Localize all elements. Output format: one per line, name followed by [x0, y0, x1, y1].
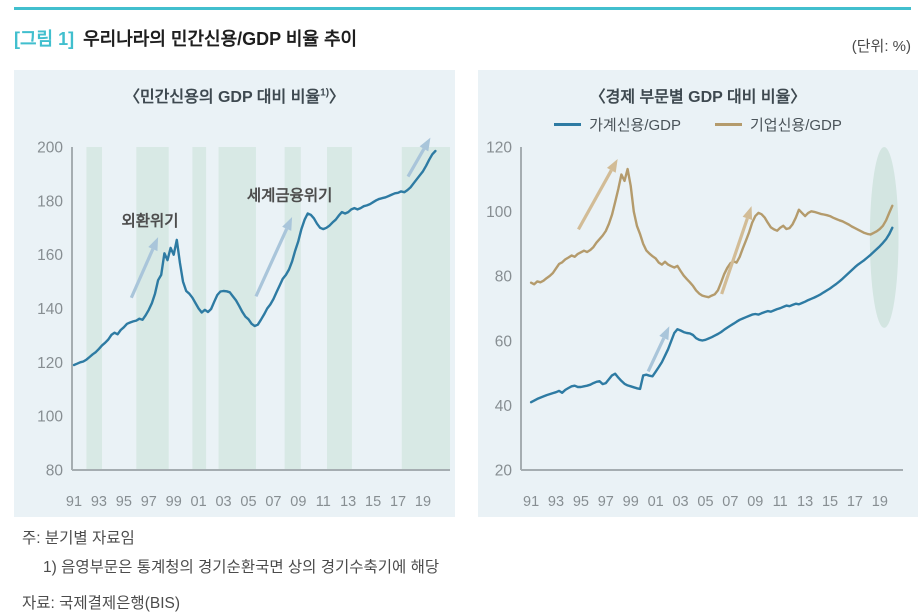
highlight-ellipse	[869, 147, 899, 328]
sector-credit-panel: 20 40 60 80 100 120 91 93 95 97 99 01 03 05 07 09 11 13 15…	[478, 70, 918, 517]
x-tick-label: 91	[66, 494, 82, 510]
annotation-arrow-head	[419, 137, 431, 152]
x-tick-label: 97	[141, 494, 157, 510]
x-tick-label: 99	[166, 494, 182, 510]
legend-label-household: 가계신용/GDP	[589, 117, 681, 134]
x-tick-label: 03	[672, 494, 688, 510]
y-tick-label: 40	[495, 398, 513, 415]
recession-band	[86, 147, 103, 470]
y-tick-label: 120	[486, 140, 512, 157]
series-line-private-credit	[72, 149, 437, 367]
x-tick-label: 09	[747, 494, 763, 510]
annotation-arrow-shaft	[720, 217, 749, 295]
recession-band	[326, 147, 352, 470]
x-tick-label: 95	[116, 494, 132, 510]
y-tick-label: 160	[37, 247, 63, 264]
annotation-text: 외환위기	[121, 212, 178, 230]
y-tick-label: 80	[495, 269, 513, 286]
x-tick-label: 93	[548, 494, 564, 510]
x-tick-label: 95	[573, 494, 589, 510]
title-close-bracket: 〉	[790, 89, 807, 106]
y-tick-label: 180	[37, 193, 63, 210]
y-tick-label: 80	[46, 463, 64, 480]
private-credit-panel: 80 100 120 140 160 180 200 91 93 95 97 99 01 03 05 07 09…	[14, 70, 455, 517]
legend-label-corporate: 기업신용/GDP	[750, 117, 842, 134]
x-tick-label: 19	[415, 494, 431, 510]
footnotes: 주: 분기별 자료임 1) 음영부문은 통계청의 경기순환국면 상의 경기수축기…	[22, 526, 924, 613]
recession-band	[136, 147, 169, 470]
x-tick-label: 91	[523, 494, 539, 510]
title-close-bracket: 〉	[329, 89, 346, 106]
chart-legend: 가계신용/GDP 기업신용/GDP	[478, 114, 918, 135]
y-tick-label: 60	[495, 333, 513, 350]
legend-swatch-corporate	[715, 123, 742, 126]
title-text: 〈민간신용의 GDP 대비 비율	[123, 89, 321, 106]
x-tick-label: 01	[648, 494, 664, 510]
annotation-arrow-head	[742, 206, 753, 221]
y-tick-label: 100	[486, 204, 512, 221]
y-tick-label: 120	[37, 355, 63, 372]
y-tick-label: 200	[37, 140, 63, 157]
legend-item-corporate: 기업신용/GDP	[715, 114, 842, 135]
private-credit-chart-title: 〈민간신용의 GDP 대비 비율1)〉	[14, 83, 455, 107]
annotation-arrow-shaft	[406, 148, 426, 178]
x-tick-label: 13	[340, 494, 356, 510]
x-tick-label: 97	[598, 494, 614, 510]
x-tick-label: 01	[191, 494, 207, 510]
x-tick-label: 07	[265, 494, 281, 510]
sector-credit-chart-title: 〈경제 부문별 GDP 대비 비율〉	[478, 83, 918, 107]
series-line-household	[529, 226, 894, 404]
x-tick-label: 17	[847, 494, 863, 510]
series-line-corporate	[529, 167, 894, 299]
x-tick-label: 17	[390, 494, 406, 510]
annotation-arrow-shaft	[646, 337, 666, 373]
annotation-text: 세계금융위기	[247, 185, 333, 204]
x-tick-label: 93	[91, 494, 107, 510]
x-tick-label: 05	[697, 494, 713, 510]
figure-title: 우리나라의 민간신용/GDP 비율 추이	[83, 29, 358, 49]
chart-panels: 80 100 120 140 160 180 200 91 93 95 97 99 01 03 05 07 09…	[14, 70, 924, 517]
x-tick-label: 15	[822, 494, 838, 510]
annotation-arrow-shaft	[577, 169, 613, 231]
annotation-arrow-shaft	[129, 248, 155, 299]
annotation-arrow-shaft	[254, 228, 289, 298]
x-tick-label: 11	[773, 494, 788, 510]
x-tick-label: 99	[623, 494, 639, 510]
x-tick-label: 15	[365, 494, 381, 510]
footnote-note: 주: 분기별 자료임	[22, 530, 135, 547]
footnote-shading-note: 1) 음영부문은 통계청의 경기순환국면 상의 경기수축기에 해당	[43, 559, 440, 576]
title-superscript: 1)	[320, 87, 330, 99]
y-tick-label: 140	[37, 301, 63, 318]
recession-band	[218, 147, 256, 470]
footnote-source: 자료: 국제결제은행(BIS)	[22, 595, 180, 612]
y-tick-label: 100	[37, 409, 63, 426]
y-tick-label: 20	[495, 463, 513, 480]
annotation-arrow-head	[659, 326, 670, 341]
annotation-arrow-head	[282, 216, 293, 231]
annotation-arrow-head	[606, 158, 618, 173]
x-tick-label: 09	[290, 494, 306, 510]
x-tick-label: 13	[797, 494, 813, 510]
recession-band	[401, 147, 450, 470]
figure-header: [그림 1] 우리나라의 민간신용/GDP 비율 추이 (단위: %)	[14, 25, 911, 55]
x-tick-label: 03	[215, 494, 231, 510]
x-tick-label: 07	[722, 494, 738, 510]
x-tick-label: 11	[316, 494, 331, 510]
unit-label: (단위: %)	[851, 38, 911, 55]
x-tick-label: 19	[872, 494, 888, 510]
title-text: 〈경제 부문별 GDP 대비 비율	[589, 89, 791, 106]
annotation-arrow-head	[148, 237, 159, 252]
private-credit-chart: 80 100 120 140 160 180 200 91 93 95 97 99 01 03 05 07 09…	[37, 137, 450, 510]
x-tick-label: 05	[240, 494, 256, 510]
figure-tag: [그림 1]	[14, 29, 75, 49]
legend-swatch-household	[554, 123, 582, 126]
top-rule	[14, 7, 911, 10]
sector-credit-chart: 20 40 60 80 100 120 91 93 95 97 99 01 03 05 07 09 11 13 15…	[486, 140, 903, 510]
legend-item-household: 가계신용/GDP	[554, 114, 681, 135]
